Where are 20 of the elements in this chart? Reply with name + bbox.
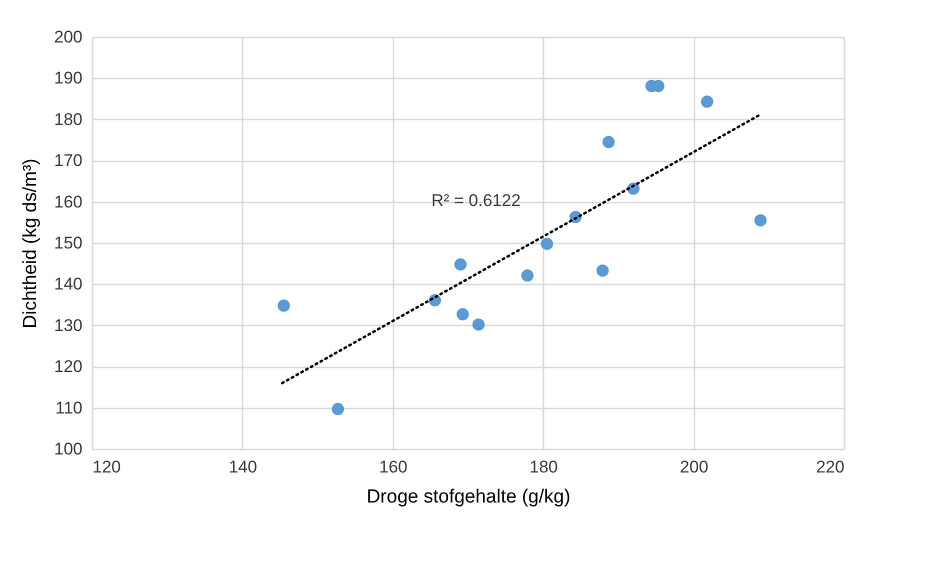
x-tick-label: 180	[530, 458, 558, 476]
x-tick-label: 140	[228, 458, 258, 476]
x-tick-label: 160	[379, 458, 408, 476]
y-tick-label: 190	[54, 68, 82, 88]
x-tick-label: 220	[816, 458, 844, 476]
y-tick-label: 110	[55, 398, 82, 418]
y-axis-title: Dichtheid (kg ds/m³)	[20, 158, 42, 328]
y-tick-label: 140	[54, 274, 82, 294]
y-tick-label: 200	[54, 28, 82, 46]
y-tick-label: 160	[54, 192, 82, 212]
y-tick-label: 180	[54, 110, 82, 129]
x-tick-label: 200	[680, 458, 708, 476]
y-tick-label: 150	[54, 234, 82, 252]
y-tick-label: 100	[54, 440, 82, 458]
y-tick-label: 130	[54, 316, 82, 335]
x-axis-title: Droge stofgehalte (g/kg)	[366, 486, 570, 508]
x-tick-label: 120	[92, 458, 121, 476]
y-tick-label: 170	[54, 151, 82, 170]
annotation: R² = 0.6122	[431, 191, 521, 210]
y-tick-label: 120	[54, 357, 82, 376]
